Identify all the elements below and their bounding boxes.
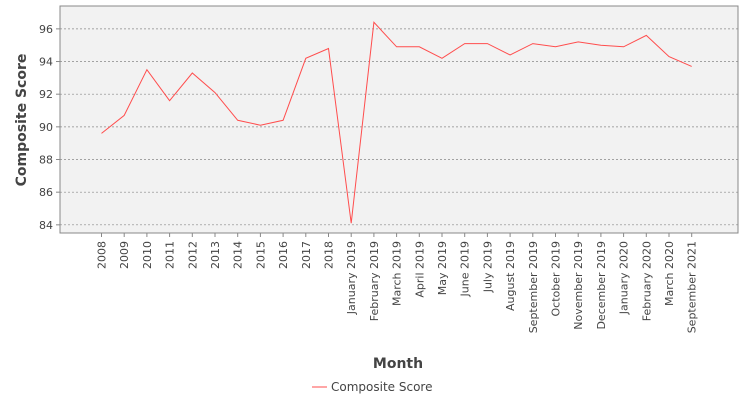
x-tick-label: July 2019 [481,241,494,293]
y-axis-title: Composite Score [14,54,30,187]
x-tick-label: October 2019 [550,241,563,317]
x-tick-label: March 2019 [391,241,404,306]
x-tick-label: 2008 [96,241,109,269]
x-tick-label: January 2019 [345,241,358,315]
x-tick-label: September 2019 [527,241,540,333]
legend-label: Composite Score [331,380,432,394]
x-axis-ticks: 2008 2009 2010 2011 2012 2013 2014 2015 2016 2017… [96,233,699,333]
y-tick-label: 84 [39,219,53,232]
x-tick-label: August 2019 [504,241,517,311]
x-tick-label: 2012 [186,241,199,269]
x-tick-label: 2014 [232,241,245,269]
x-tick-label: May 2019 [436,241,449,295]
x-tick-label: 2016 [277,241,290,269]
x-tick-label: April 2019 [413,241,426,298]
grid-lines [60,28,738,226]
x-tick-label: February 2019 [368,241,381,321]
x-tick-label: 2017 [300,241,313,269]
x-tick-label: June 2019 [459,241,472,297]
series-layer [101,21,692,224]
x-tick-label: January 2020 [618,241,631,315]
x-tick-label: February 2020 [640,241,653,321]
y-tick-label: 94 [39,56,53,69]
x-tick-label: March 2020 [663,241,676,306]
x-tick-label: 2013 [209,241,222,269]
plot-area [59,5,739,234]
legend: Composite Score [312,380,432,394]
x-tick-label: 2015 [254,241,267,269]
x-tick-label: 2018 [323,241,336,269]
series-line [101,21,692,224]
x-tick-label: 2011 [164,241,177,269]
y-tick-label: 92 [39,88,53,101]
y-tick-label: 90 [39,121,53,134]
x-axis-title: Month [373,356,423,372]
x-tick-label: 2009 [118,241,131,269]
x-tick-label: December 2019 [595,241,608,330]
y-tick-label: 86 [39,186,53,199]
x-tick-label: 2010 [141,241,154,269]
x-tick-label: September 2021 [686,241,699,333]
x-tick-label: November 2019 [572,241,585,330]
y-tick-label: 88 [39,154,53,167]
y-axis-ticks: 84 86 88 90 92 94 96 [39,23,60,232]
y-tick-label: 96 [39,23,53,36]
